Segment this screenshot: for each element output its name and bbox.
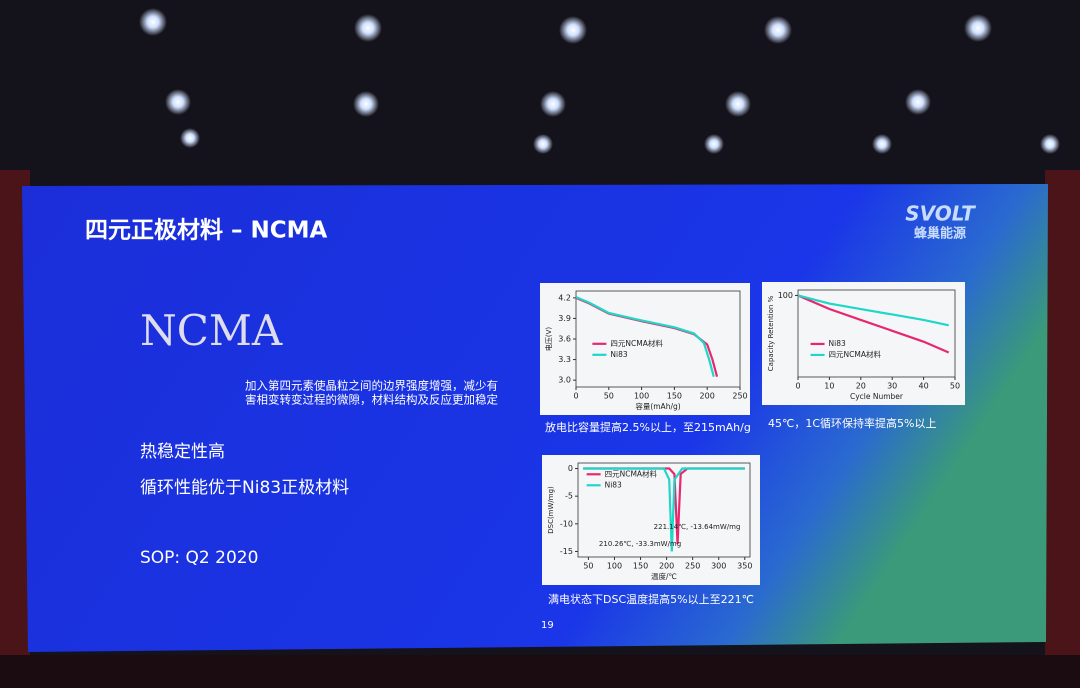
x-axis-label: 容量(mAh/g) [635,401,680,411]
description: 害相变转变过程的微隙，材料结构及反应更加稳定 [245,393,498,407]
page-number: 19 [541,620,554,631]
slide-title: 四元正极材料 – NCMA [85,218,328,244]
x-tick-label: 0 [795,382,800,391]
legend-label: Ni83 [610,350,627,359]
x-tick-label: 350 [737,562,752,571]
point: 热稳定性高 [140,442,225,462]
logo-brand: SVOLT [905,202,976,226]
chart-panel [540,283,750,415]
y-tick-label: -10 [560,519,573,528]
line-series [575,296,715,377]
point: 循环性能优于Ni83正极材料 [140,478,349,498]
x-axis-label: Cycle Number [850,392,904,401]
x-tick-label: 50 [950,382,960,391]
x-tick-label: 250 [685,562,700,571]
x-tick-label: 200 [700,392,715,401]
x-tick-label: 150 [633,562,648,571]
x-tick-label: 200 [659,562,674,571]
x-tick-label: 100 [607,562,622,571]
charts: 0 50 100 150 200 2503.03.33.63.94.2容量(mAh/g)电… [540,282,965,606]
curtain-right [1045,170,1080,660]
heading: NCMA [140,306,283,355]
legend-label: 四元NCMA材料 [610,338,663,348]
x-axis-label: 温度/℃ [651,571,677,581]
line-series [583,467,745,552]
x-tick-label: 250 [732,392,747,401]
x-tick-label: 50 [604,392,614,401]
y-axis-label: Capacity Retention % [767,295,775,371]
legend-label: 四元NCMA材料 [605,468,658,478]
x-tick-label: 150 [667,392,682,401]
x-tick-label: 30 [887,382,897,391]
y-tick-label: 3.3 [558,355,571,364]
y-tick-label: 3.0 [558,376,571,385]
chart-caption: 放电比容量提高2.5%以上，至215mAh/g [545,420,751,434]
description: 加入第四元素使晶粒之间的边界强度增强，减少有 [245,379,498,393]
x-tick-label: 300 [711,562,726,571]
chart-panel [762,282,965,405]
line-series [797,294,949,327]
annotation: 221.14℃, -13.64mW/mg [654,523,741,531]
x-tick-label: 50 [583,562,593,571]
line-series [797,294,950,354]
sop: SOP: Q2 2020 [140,548,258,568]
plot-frame [797,289,956,378]
y-tick-label: 4.2 [558,293,571,302]
legend-label: Ni83 [605,480,622,489]
y-tick-label: 0 [568,464,573,473]
y-tick-label: 3.6 [558,335,571,344]
y-axis-label: 电压(V) [544,327,553,352]
stage-lights [139,8,1060,154]
x-tick-label: 20 [856,382,866,391]
chart-caption: 45℃，1C循环保持率提高5%以上 [768,416,936,430]
x-tick-label: 0 [573,392,578,401]
y-tick-label: -5 [565,492,573,501]
legend-label: 四元NCMA材料 [829,349,882,359]
legend-label: Ni83 [829,339,846,348]
chart-caption: 满电状态下DSC温度提高5%以上至221℃ [548,592,754,606]
x-tick-label: 100 [634,392,649,401]
plot-frame [577,462,751,558]
logo-name: 蜂巢能源 [914,226,966,242]
y-tick-label: 3.9 [558,314,571,323]
x-tick-label: 10 [824,382,834,391]
annotation: 210.26℃, -33.3mW/mg [599,540,681,548]
y-axis-label: DSC(mW/mg) [547,486,555,534]
x-tick-label: 40 [919,382,929,391]
floor [0,655,1080,688]
y-tick-label: 100 [778,291,793,300]
y-tick-label: -15 [560,547,573,556]
